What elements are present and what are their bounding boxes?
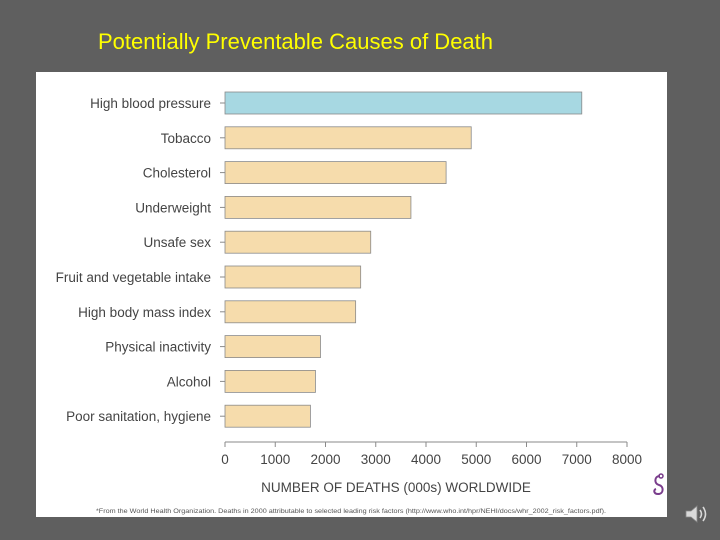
source-note: *From the World Health Organization. Dea… bbox=[96, 509, 606, 515]
bar-physical-inactivity bbox=[224, 335, 321, 359]
x-tick-label: 7000 bbox=[562, 452, 592, 467]
category-label: Unsafe sex bbox=[143, 235, 211, 250]
chart-figure: High blood pressure Tobacco Cholesterol Und… bbox=[36, 72, 667, 517]
category-label: Underweight bbox=[135, 200, 211, 215]
x-axis-label: NUMBER OF DEATHS (000s) WORLDWIDE bbox=[261, 480, 531, 495]
bar-poor-sanitation-hygiene bbox=[224, 404, 311, 428]
x-tick-label: 3000 bbox=[361, 452, 391, 467]
category-label: Fruit and vegetable intake bbox=[56, 270, 211, 285]
x-tick-label: 5000 bbox=[461, 452, 491, 467]
x-tick-label: 8000 bbox=[612, 452, 642, 467]
slide-title: Potentially Preventable Causes of Death bbox=[98, 29, 494, 54]
category-label: Physical inactivity bbox=[105, 340, 211, 355]
x-tick-label: 6000 bbox=[511, 452, 541, 467]
x-tick-label: 4000 bbox=[411, 452, 441, 467]
bar-underweight bbox=[224, 196, 412, 219]
bar-high-body-mass-index bbox=[224, 300, 357, 324]
category-label: High body mass index bbox=[78, 305, 211, 320]
bar-alcohol bbox=[224, 369, 316, 393]
bar-tobacco bbox=[224, 126, 472, 150]
x-tick-label: 2000 bbox=[310, 452, 340, 467]
bar-unsafe-sex bbox=[224, 230, 372, 254]
bar-high-blood-pressure bbox=[224, 91, 583, 115]
category-label: Alcohol bbox=[167, 374, 211, 389]
bar-chart: High blood pressure Tobacco Cholesterol Und… bbox=[56, 82, 664, 515]
x-tick-label: 1000 bbox=[260, 452, 290, 467]
category-label: Poor sanitation, hygiene bbox=[66, 409, 211, 424]
speaker-icon[interactable] bbox=[683, 502, 709, 526]
x-tick-label: 0 bbox=[221, 452, 229, 467]
category-label: Cholesterol bbox=[143, 166, 211, 181]
bar-fruit-and-vegetable-intake bbox=[224, 265, 362, 289]
category-label: High blood pressure bbox=[90, 96, 211, 111]
category-label: Tobacco bbox=[161, 131, 211, 146]
publisher-logo-icon bbox=[653, 473, 664, 496]
bar-cholesterol bbox=[224, 161, 447, 184]
